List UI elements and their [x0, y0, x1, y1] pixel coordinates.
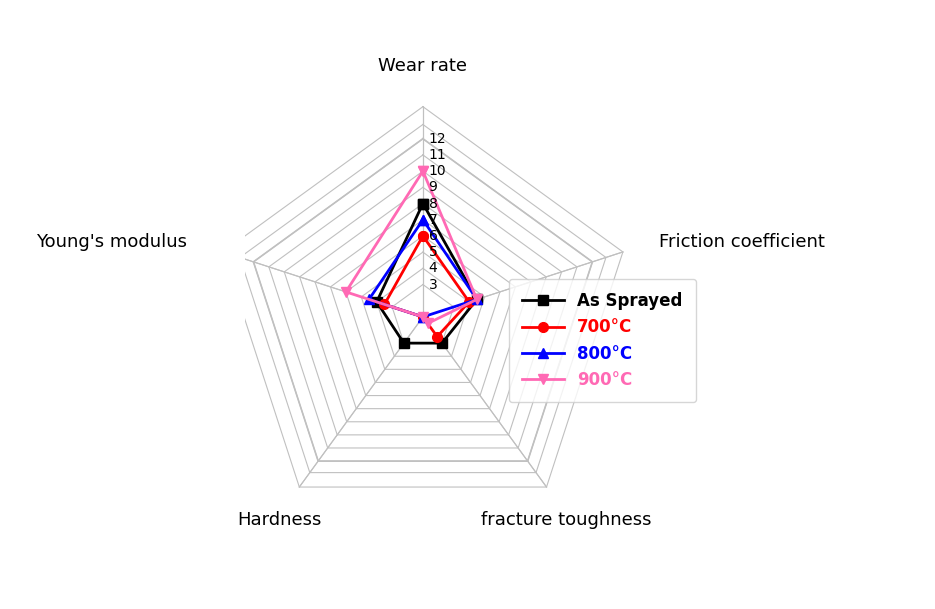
Text: fracture toughness: fracture toughness [482, 511, 652, 529]
Text: 8: 8 [428, 197, 438, 211]
Text: Friction coefficient: Friction coefficient [658, 233, 825, 251]
Text: 10: 10 [428, 164, 446, 178]
Text: 12: 12 [428, 132, 446, 146]
Text: 9: 9 [428, 180, 438, 194]
Legend: As Sprayed, 700°C, 800°C, 900°C: As Sprayed, 700°C, 800°C, 900°C [509, 279, 696, 403]
Text: 6: 6 [428, 229, 438, 243]
Text: Wear rate: Wear rate [379, 57, 468, 75]
Text: 3: 3 [428, 278, 438, 292]
Text: Young's modulus: Young's modulus [36, 233, 187, 251]
Text: 7: 7 [428, 213, 438, 227]
Text: 5: 5 [428, 245, 438, 259]
Text: Hardness: Hardness [237, 511, 322, 529]
Text: 4: 4 [428, 261, 438, 275]
Text: 11: 11 [428, 148, 446, 162]
